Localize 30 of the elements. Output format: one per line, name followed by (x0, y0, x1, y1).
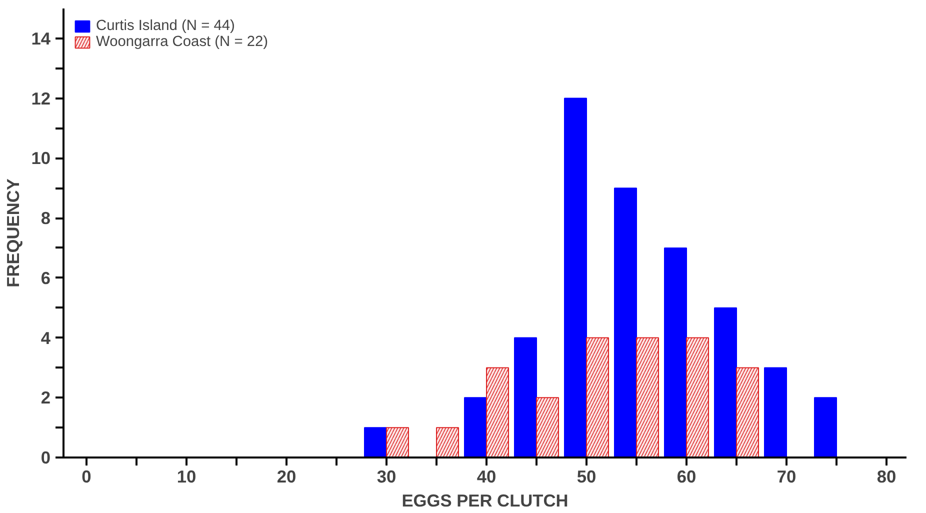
bar (814, 397, 837, 458)
y-tick-label: 14 (31, 28, 51, 48)
bar (564, 98, 587, 458)
y-axis-title: FREQUENCY (3, 178, 24, 288)
y-tick-label: 0 (40, 448, 51, 468)
x-tick-label: 40 (476, 466, 496, 486)
bar (514, 337, 537, 458)
x-tick-label: 60 (676, 466, 696, 486)
bar (664, 247, 687, 458)
bar (764, 367, 787, 458)
x-tick-label: 30 (376, 466, 396, 486)
y-tick-label: 10 (31, 148, 51, 168)
x-tick-label: 0 (82, 466, 92, 486)
x-tick-label: 50 (576, 466, 596, 486)
legend-label: Woongarra Coast (N = 22) (96, 34, 268, 50)
y-tick-label: 4 (40, 328, 51, 348)
bar (464, 397, 487, 458)
legend-label: Curtis Island (N = 44) (96, 18, 235, 34)
y-tick-label: 2 (40, 388, 51, 408)
x-tick-label: 80 (876, 466, 896, 486)
x-tick-label: 20 (276, 466, 296, 486)
y-tick-label: 12 (31, 88, 51, 108)
y-tick-label: 6 (40, 268, 51, 288)
bar (714, 307, 737, 458)
x-tick-label: 70 (776, 466, 796, 486)
x-axis-title: EGGS PER CLUTCH (402, 490, 568, 510)
bar (614, 188, 637, 458)
y-tick-label: 8 (40, 208, 51, 228)
bar (364, 427, 387, 458)
x-tick-label: 10 (176, 466, 196, 486)
